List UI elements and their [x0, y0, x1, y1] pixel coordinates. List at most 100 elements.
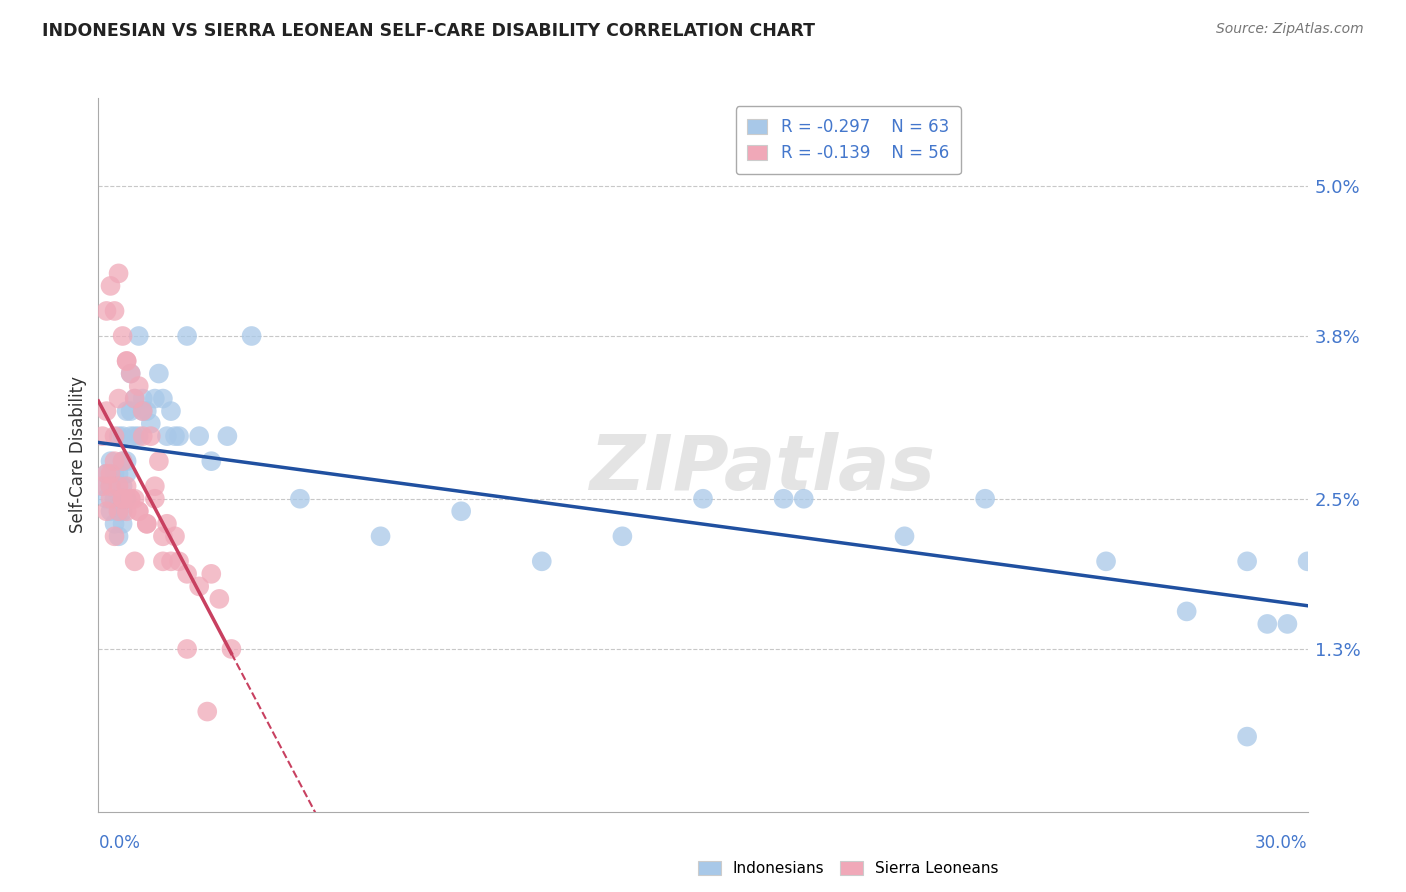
Point: [152, 529, 174, 543]
Point: [124, 429, 146, 443]
Point: [148, 454, 170, 468]
Point: [143, 479, 166, 493]
Text: 0.0%: 0.0%: [98, 834, 141, 852]
Point: [176, 566, 198, 581]
Point: [100, 454, 122, 468]
Point: [100, 491, 122, 506]
Point: [143, 392, 166, 406]
Point: [128, 504, 150, 518]
Point: [107, 504, 129, 518]
Point: [163, 529, 186, 543]
Point: [120, 404, 142, 418]
Point: [128, 329, 150, 343]
Point: [288, 491, 311, 506]
Point: [160, 554, 183, 568]
Point: [148, 367, 170, 381]
Point: [1236, 730, 1258, 744]
Point: [156, 429, 179, 443]
Point: [120, 491, 142, 506]
Point: [132, 404, 155, 418]
Point: [91, 429, 114, 443]
Text: Source: ZipAtlas.com: Source: ZipAtlas.com: [1216, 22, 1364, 37]
Point: [107, 491, 129, 506]
Point: [974, 491, 997, 506]
Point: [96, 467, 118, 481]
Point: [96, 467, 118, 481]
Point: [217, 429, 239, 443]
Point: [103, 529, 125, 543]
Point: [107, 529, 129, 543]
Text: 30.0%: 30.0%: [1256, 834, 1308, 852]
Text: ZIPatlas: ZIPatlas: [591, 433, 936, 506]
Point: [100, 479, 122, 493]
Point: [612, 529, 634, 543]
Point: [1256, 616, 1278, 631]
Point: [772, 491, 794, 506]
Point: [124, 491, 146, 506]
Point: [111, 454, 134, 468]
Point: [176, 329, 198, 343]
Point: [188, 429, 211, 443]
Point: [132, 392, 155, 406]
Point: [100, 467, 122, 481]
Point: [139, 417, 162, 431]
Point: [370, 529, 392, 543]
Point: [139, 429, 162, 443]
Point: [793, 491, 815, 506]
Point: [107, 479, 129, 493]
Point: [1236, 554, 1258, 568]
Point: [100, 479, 122, 493]
Point: [128, 429, 150, 443]
Point: [120, 491, 142, 506]
Point: [167, 429, 190, 443]
Point: [120, 367, 142, 381]
Y-axis label: Self-Care Disability: Self-Care Disability: [69, 376, 87, 533]
Point: [111, 429, 134, 443]
Point: [132, 429, 155, 443]
Point: [135, 516, 157, 531]
Point: [240, 329, 263, 343]
Point: [115, 479, 138, 493]
Point: [107, 266, 129, 280]
Point: [135, 404, 157, 418]
Point: [115, 354, 138, 368]
Point: [103, 516, 125, 531]
Point: [115, 504, 138, 518]
Point: [111, 504, 134, 518]
Point: [692, 491, 714, 506]
Point: [195, 705, 218, 719]
Point: [111, 516, 134, 531]
Point: [103, 467, 125, 481]
Point: [124, 392, 146, 406]
Point: [128, 379, 150, 393]
Point: [111, 479, 134, 493]
Point: [115, 354, 138, 368]
Point: [107, 467, 129, 481]
Point: [200, 454, 222, 468]
Point: [96, 491, 118, 506]
Point: [221, 642, 243, 657]
Point: [1095, 554, 1118, 568]
Point: [91, 479, 114, 493]
Point: [103, 491, 125, 506]
Legend: Indonesians, Sierra Leoneans: Indonesians, Sierra Leoneans: [692, 855, 1004, 882]
Point: [128, 504, 150, 518]
Point: [450, 504, 472, 518]
Point: [132, 404, 155, 418]
Point: [115, 404, 138, 418]
Point: [96, 504, 118, 518]
Point: [103, 454, 125, 468]
Point: [111, 491, 134, 506]
Point: [107, 392, 129, 406]
Point: [208, 591, 231, 606]
Point: [188, 579, 211, 593]
Point: [160, 404, 183, 418]
Point: [96, 404, 118, 418]
Text: INDONESIAN VS SIERRA LEONEAN SELF-CARE DISABILITY CORRELATION CHART: INDONESIAN VS SIERRA LEONEAN SELF-CARE D…: [42, 22, 815, 40]
Point: [107, 429, 129, 443]
Point: [124, 392, 146, 406]
Point: [1175, 604, 1198, 618]
Point: [143, 491, 166, 506]
Point: [1296, 554, 1319, 568]
Point: [96, 304, 118, 318]
